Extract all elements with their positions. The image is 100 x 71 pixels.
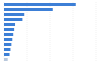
chart xyxy=(0,0,100,71)
bar xyxy=(4,23,15,26)
bar xyxy=(4,53,10,56)
chart-container xyxy=(0,0,100,71)
bar xyxy=(4,33,13,36)
bar xyxy=(4,48,10,51)
bars xyxy=(4,3,76,61)
bar xyxy=(4,8,53,11)
bar xyxy=(4,13,24,16)
bar xyxy=(4,58,8,61)
bar xyxy=(4,18,22,21)
grid-line xyxy=(96,2,97,62)
bar xyxy=(4,43,11,46)
grid-line xyxy=(73,2,74,62)
bar xyxy=(4,3,76,6)
bar xyxy=(4,28,14,31)
bar xyxy=(4,38,12,41)
